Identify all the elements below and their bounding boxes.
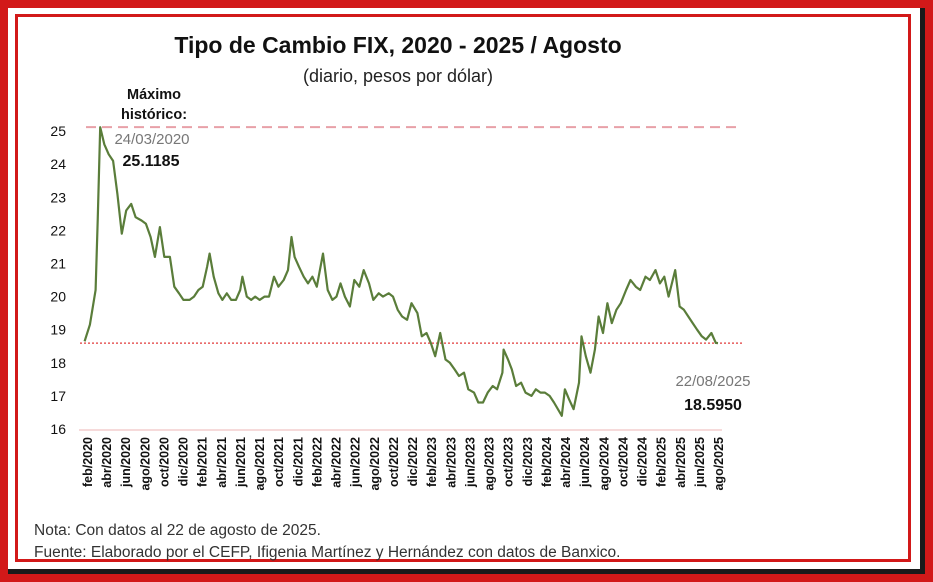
x-tick-label: abr/2022 <box>330 437 344 488</box>
y-tick-label: 16 <box>50 421 66 437</box>
x-tick-label: feb/2022 <box>311 437 325 487</box>
last-annotation: 22/08/2025 18.5950 <box>675 373 750 414</box>
y-tick-label: 18 <box>50 355 66 371</box>
x-tick-label: dic/2021 <box>291 437 305 486</box>
y-tick-label: 21 <box>50 256 66 272</box>
x-tick-label: abr/2023 <box>444 437 458 488</box>
x-tick-label: dic/2022 <box>406 437 420 486</box>
exchange-rate-line <box>83 126 719 417</box>
y-tick-label: 17 <box>50 388 66 404</box>
x-tick-label: feb/2025 <box>655 437 669 487</box>
x-tick-label: dic/2024 <box>636 437 650 486</box>
x-tick-label: ago/2022 <box>368 437 382 491</box>
y-tick-label: 23 <box>50 189 66 205</box>
x-tick-label: feb/2024 <box>540 437 554 487</box>
x-tick-label: jun/2021 <box>234 437 248 488</box>
x-tick-label: dic/2023 <box>521 437 535 486</box>
x-tick-label: feb/2020 <box>81 437 95 487</box>
x-tick-label: abr/2020 <box>100 437 114 488</box>
x-tick-label: ago/2023 <box>483 437 497 491</box>
series-group <box>83 126 719 417</box>
x-tick-label: jun/2023 <box>463 437 477 488</box>
x-tick-label: abr/2024 <box>559 437 573 488</box>
y-axis: 16 17 18 19 20 21 22 23 24 25 <box>50 123 66 437</box>
chart-subtitle: (diario, pesos por dólar) <box>302 66 494 86</box>
y-tick-label: 25 <box>50 123 66 139</box>
x-tick-label: oct/2023 <box>502 437 516 487</box>
chart-title: Tipo de Cambio FIX, 2020 - 2025 / Agosto <box>174 32 622 58</box>
x-axis: feb/2020 abr/2020 jun/2020 ago/2020 oct/2020… <box>79 429 726 491</box>
max-date-label: 24/03/2020 <box>114 131 189 148</box>
x-tick-label: feb/2023 <box>425 437 439 487</box>
frame-shadow <box>8 8 925 574</box>
max-annotation: Máximo histórico: 24/03/2020 25.1185 <box>114 87 189 170</box>
x-tick-label: jun/2024 <box>578 437 592 488</box>
y-tick-label: 22 <box>50 222 66 238</box>
x-tick-label: oct/2021 <box>272 437 286 487</box>
inner-frame <box>15 14 911 562</box>
max-label-line2: histórico: <box>121 107 187 123</box>
x-tick-label: oct/2024 <box>616 437 630 487</box>
x-tick-label: dic/2020 <box>177 437 191 486</box>
x-tick-label: jun/2022 <box>349 437 363 488</box>
last-date-label: 22/08/2025 <box>675 373 750 390</box>
y-tick-label: 19 <box>50 322 66 338</box>
x-tick-label: abr/2025 <box>674 437 688 488</box>
note-text: Nota: Con datos al 22 de agosto de 2025. <box>34 522 321 539</box>
y-tick-label: 20 <box>50 289 66 305</box>
max-value-label: 25.1185 <box>123 153 180 170</box>
y-tick-label: 24 <box>50 156 66 172</box>
x-tick-label: ago/2020 <box>138 437 152 491</box>
x-tick-label: feb/2021 <box>196 437 210 487</box>
source-text: Fuente: Elaborado por el CEFP, Ifigenia … <box>34 544 621 561</box>
x-tick-label: oct/2020 <box>158 437 172 487</box>
x-tick-label: jun/2025 <box>693 437 707 488</box>
x-tick-label: oct/2022 <box>387 437 401 487</box>
last-value-label: 18.5950 <box>684 397 742 414</box>
x-tick-label: ago/2021 <box>253 437 267 491</box>
reference-lines <box>80 126 742 344</box>
x-tick-label: ago/2024 <box>597 437 611 491</box>
x-tick-label: ago/2025 <box>712 437 726 491</box>
max-label-line1: Máximo <box>127 87 181 103</box>
x-tick-label: jun/2020 <box>119 437 133 488</box>
x-tick-label: abr/2021 <box>215 437 229 488</box>
